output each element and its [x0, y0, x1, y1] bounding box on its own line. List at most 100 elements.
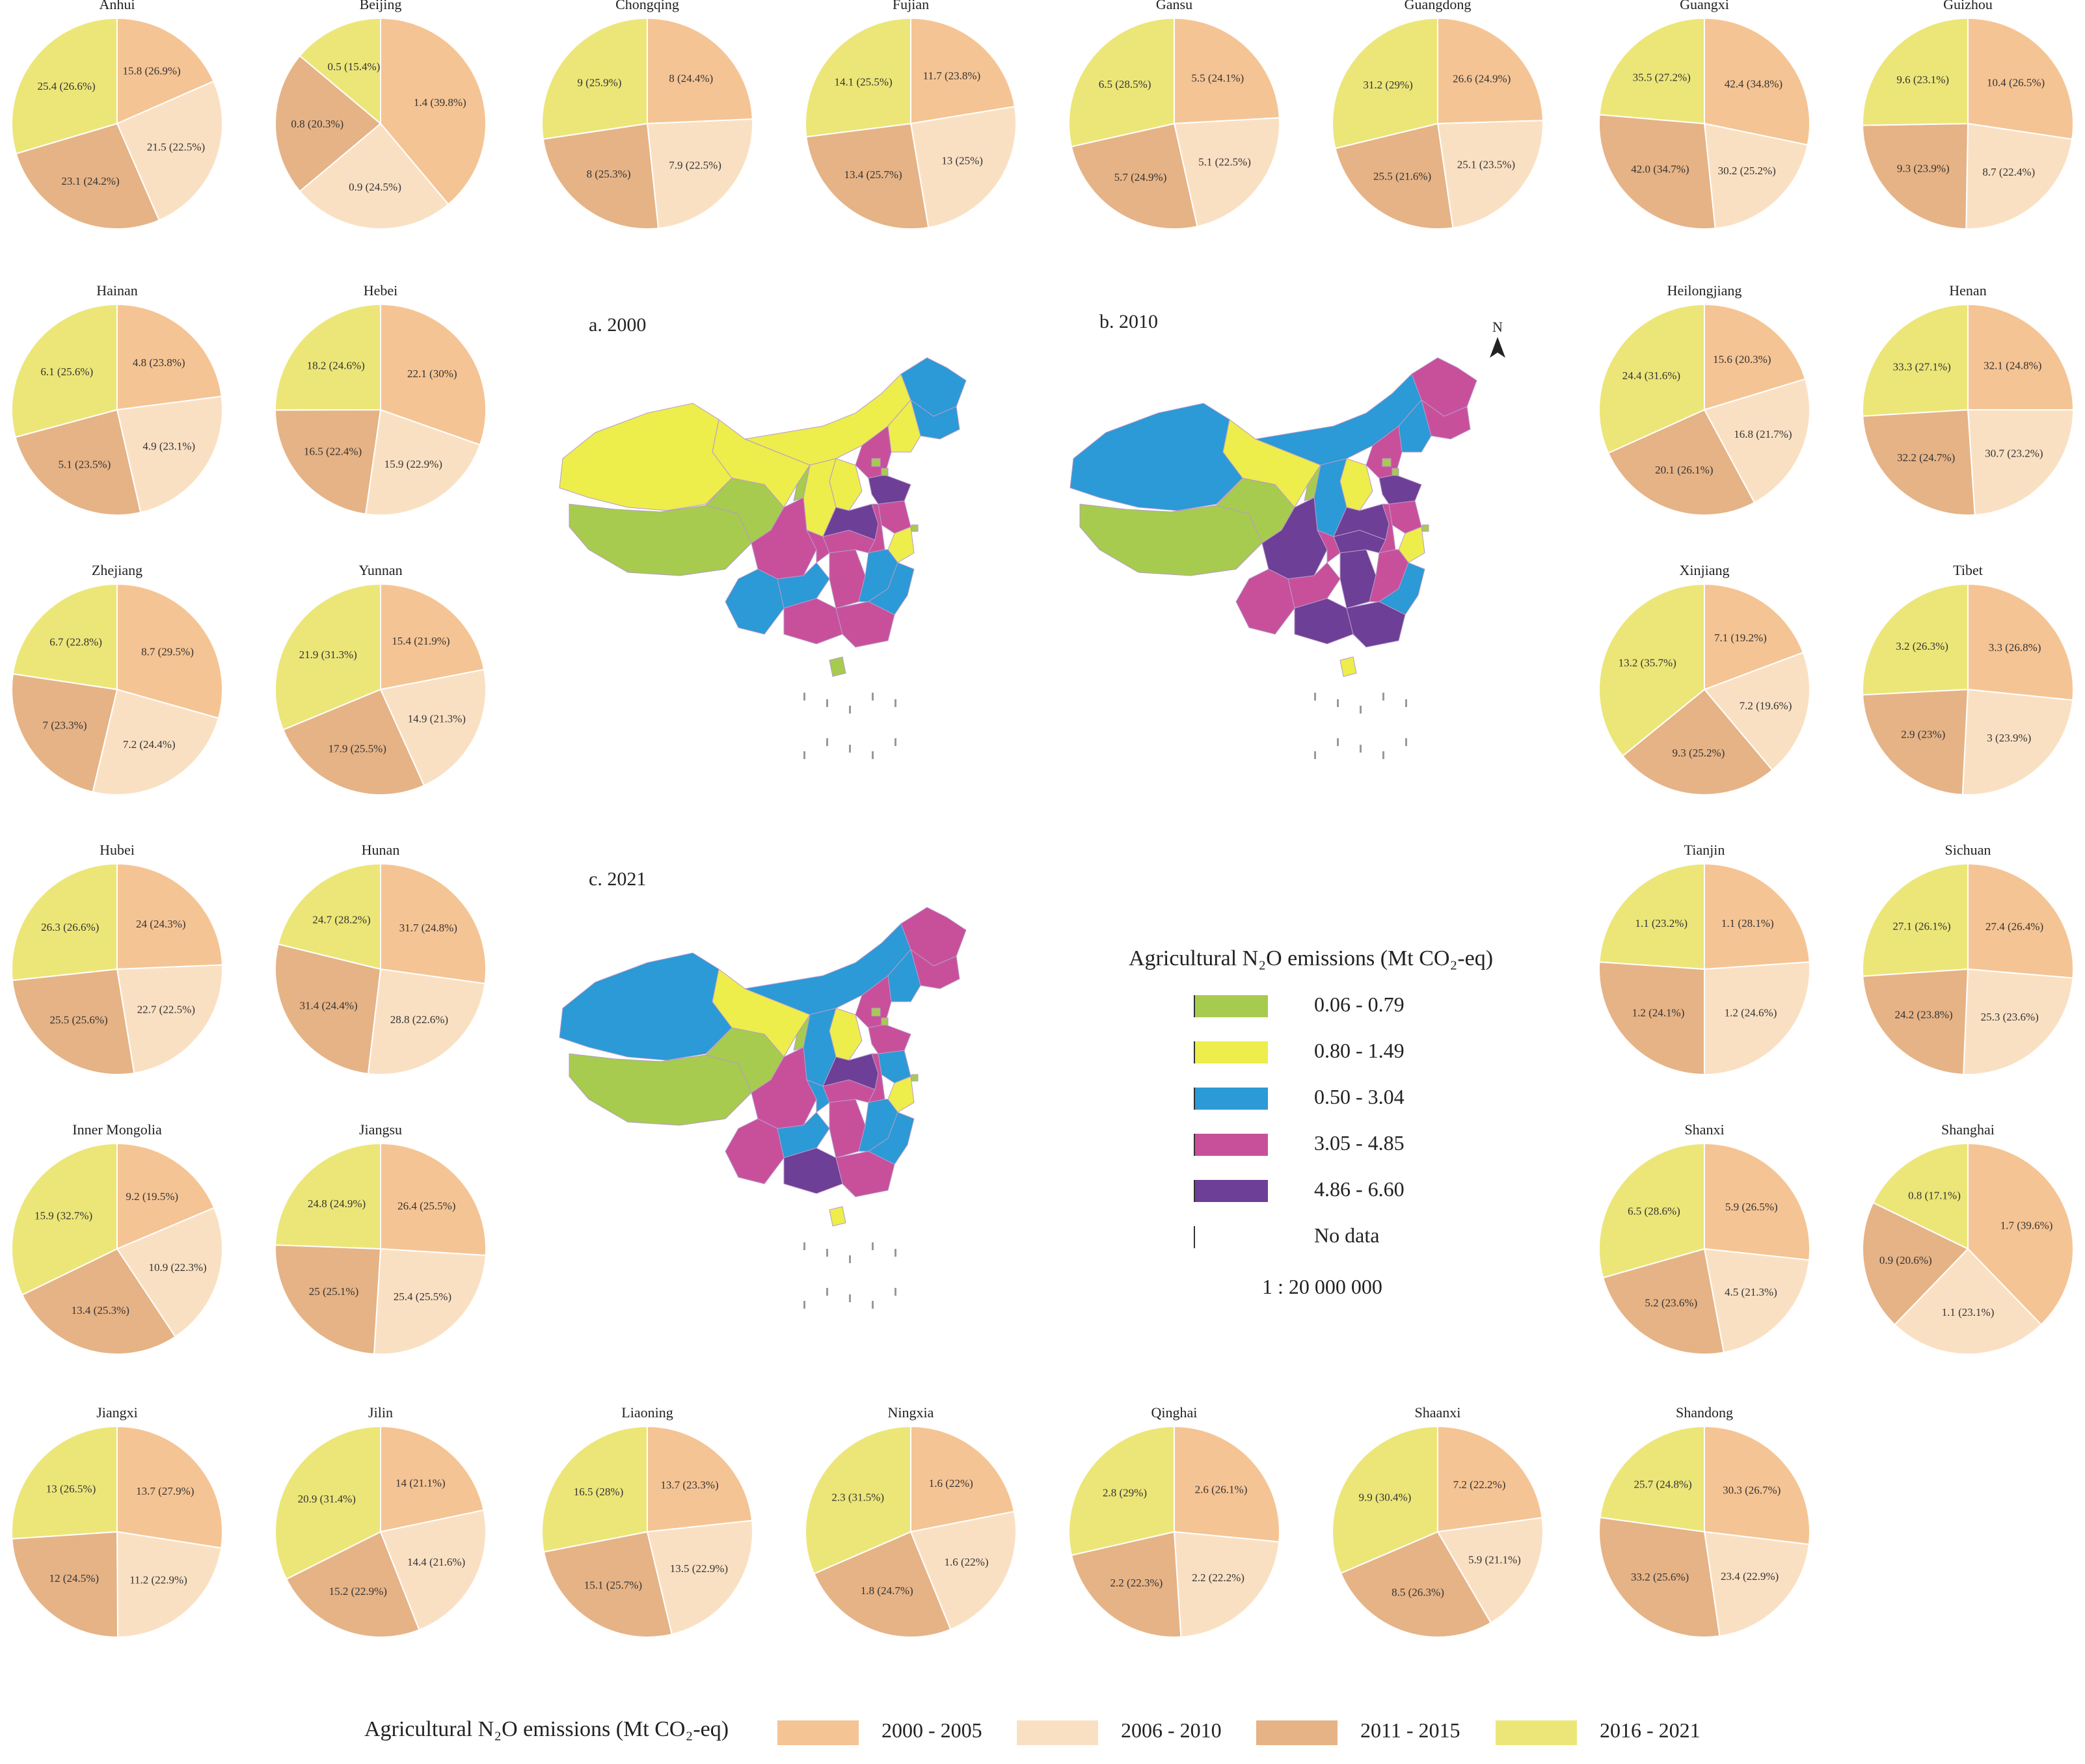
- north-label: N: [1492, 319, 1503, 335]
- pie-slice-label: 24.7 (28.2%): [312, 914, 370, 926]
- pie-slice-label: 7 (23.3%): [43, 719, 87, 731]
- pie-slice-label: 16.5 (22.4%): [304, 446, 362, 458]
- pie-slice-2006-2010: [116, 395, 223, 514]
- pie-slice-2016-2021: [277, 862, 381, 970]
- pie-slice-label: 6.7 (22.8%): [49, 635, 102, 648]
- pie-slice-2011-2015: [11, 673, 118, 793]
- pie-slice-2000-2005: [1704, 17, 1810, 146]
- pie-legend-label: 2011 - 2015: [1360, 1718, 1460, 1742]
- pie-slice-2000-2005: [116, 17, 215, 125]
- pie-shandong: Shandong 30.3 (26.7%) 23.4 (22.9%) 33.2 (25…: [1598, 1404, 1810, 1638]
- pie-slice-label: 23.4 (22.9%): [1721, 1570, 1779, 1583]
- pie-slice-2000-2005: [647, 17, 753, 125]
- pie-slice-2016-2021: [1872, 1142, 1969, 1250]
- pie-slice-label: 5.2 (23.6%): [1645, 1297, 1697, 1309]
- pie-fujian: Fujian 11.7 (23.8%) 13 (25%) 13.4 (25.7%) 14…: [804, 0, 1017, 230]
- pie-slice-2006-2010: [1173, 1530, 1280, 1638]
- pie-slice-label: 24.4 (31.6%): [1622, 369, 1680, 382]
- pie-slice-label: 10.4 (26.5%): [1987, 77, 2045, 89]
- pie-slice-label: 1.2 (24.6%): [1725, 1006, 1777, 1019]
- pie-slice-2000-2005: [1704, 303, 1807, 411]
- pie-slice-2006-2010: [1965, 122, 2073, 230]
- pie-slice-label: 2.3 (31.5%): [831, 1491, 884, 1504]
- pie-slice-2011-2015: [1862, 688, 1969, 795]
- pie-title: Shanghai: [1941, 1121, 1995, 1138]
- pie-slice-label: 25.4 (26.6%): [37, 80, 95, 92]
- pie-slice-label: 35.5 (27.2%): [1633, 71, 1691, 83]
- pie-slice-label: 3 (23.9%): [1987, 732, 2031, 744]
- pie-slice-2000-2005: [380, 1142, 487, 1257]
- pie-title: Beijing: [360, 0, 402, 12]
- pie-slice-2011-2015: [542, 122, 660, 230]
- pie-title: Shandong: [1676, 1404, 1733, 1421]
- pie-slice-2006-2010: [1704, 961, 1810, 1076]
- pie-slice-label: 7.9 (22.5%): [669, 159, 721, 172]
- pie-slice-2016-2021: [1598, 17, 1705, 125]
- pie-slice-2006-2010: [367, 968, 486, 1075]
- map-scale: 1 : 20 000 000: [1262, 1275, 1382, 1298]
- pie-slice-label: 5.9 (21.1%): [1468, 1554, 1521, 1566]
- pie-slice-label: 24 (24.3%): [136, 918, 185, 930]
- pie-slice-label: 16.8 (21.7%): [1734, 428, 1792, 440]
- pie-title: Guizhou: [1943, 0, 1993, 12]
- pie-slice-2006-2010: [646, 1519, 753, 1635]
- pie-title: Chongqing: [615, 0, 679, 12]
- pie-slice-2000-2005: [1174, 17, 1280, 125]
- pie-slice-label: 24.2 (23.8%): [1894, 1009, 1952, 1021]
- pie-slice-2016-2021: [541, 1425, 648, 1553]
- pie-slice-2006-2010: [646, 118, 753, 230]
- pie-xinjiang: Xinjiang 7.1 (19.2%) 7.2 (19.6%) 9.3 (25.2%…: [1598, 562, 1810, 796]
- pie-chongqing: Chongqing 8 (24.4%) 7.9 (22.5%) 8 (25.3%) 9 …: [541, 0, 753, 230]
- pie-slice-2011-2015: [1334, 122, 1454, 230]
- pie-slice-label: 25.4 (25.5%): [394, 1290, 451, 1303]
- pie-slice-label: 13.2 (35.7%): [1619, 656, 1676, 669]
- pie-title: Tibet: [1953, 562, 1983, 578]
- pie-slice-2006-2010: [1967, 408, 2075, 516]
- pie-sichuan: Sichuan 27.4 (26.4%) 25.3 (23.6%) 24.2 (23.…: [1862, 842, 2074, 1075]
- map-legend-swatch: [1194, 1226, 1268, 1248]
- pie-slice-label: 0.5 (15.4%): [328, 60, 381, 73]
- pie-slice-2006-2010: [116, 964, 223, 1075]
- pie-slice-2011-2015: [14, 408, 142, 516]
- pie-slice-label: 32.1 (24.8%): [1984, 359, 2041, 371]
- pie-title: Yunnan: [358, 562, 402, 578]
- pie-title: Qinghai: [1151, 1404, 1198, 1421]
- pie-title: Shaanxi: [1415, 1404, 1461, 1421]
- pie-slice-2011-2015: [543, 1530, 673, 1638]
- pie-slice-label: 0.9 (24.5%): [349, 181, 401, 193]
- pie-slice-2000-2005: [910, 17, 1016, 125]
- pie-ningxia: Ningxia 1.6 (22%) 1.6 (22%) 1.8 (24.7%) 2.3 …: [805, 1404, 1017, 1638]
- pie-slice-label: 1.1 (23.1%): [1942, 1306, 1995, 1318]
- pie-slice-label: 0.8 (17.1%): [1908, 1190, 1961, 1202]
- pie-title: Inner Mongolia: [72, 1121, 162, 1138]
- pie-slice-label: 7.2 (24.4%): [123, 738, 176, 751]
- pie-legend-label: 2016 - 2021: [1600, 1718, 1701, 1742]
- pie-slice-label: 14.1 (25.5%): [834, 76, 892, 88]
- pie-slice-2006-2010: [299, 122, 450, 230]
- pie-slice-2006-2010: [1436, 120, 1544, 229]
- pie-slice-label: 16.5 (28%): [574, 1486, 623, 1498]
- pie-anhui: Anhui 15.8 (26.9%) 21.5 (22.5%) 23.1 (24.2%…: [11, 0, 223, 230]
- pie-slice-2000-2005: [116, 583, 223, 719]
- pie-slice-label: 4.5 (21.3%): [1725, 1286, 1777, 1298]
- pie-slice-2000-2005: [1437, 17, 1544, 125]
- pie-slice-label: 6.5 (28.5%): [1099, 78, 1151, 90]
- pie-slice-2016-2021: [805, 1425, 911, 1575]
- map-legend-swatch: [1194, 1134, 1268, 1156]
- pie-slice-2011-2015: [1862, 408, 1976, 516]
- pie-slice-2000-2005: [116, 862, 223, 970]
- pie-slice-label: 1.4 (39.8%): [414, 96, 466, 109]
- pie-legend-swatch: [1017, 1720, 1098, 1745]
- pie-slice-2006-2010: [1703, 378, 1810, 503]
- pie-slice-2016-2021: [1598, 303, 1705, 454]
- pie-slice-2016-2021: [275, 583, 381, 731]
- pie-slice-2016-2021: [11, 862, 118, 982]
- pie-slice-2011-2015: [1607, 408, 1756, 516]
- pie-slice-2016-2021: [11, 17, 118, 155]
- pie-slice-label: 4.8 (23.8%): [133, 356, 185, 369]
- pie-jiangxi: Jiangxi 13.7 (27.9%) 11.2 (22.9%) 12 (24.5%…: [10, 1404, 223, 1638]
- pie-slice-label: 6.1 (25.6%): [40, 366, 93, 378]
- pie-slice-label: 9.3 (23.9%): [1897, 163, 1950, 175]
- pie-title: Hubei: [100, 842, 135, 858]
